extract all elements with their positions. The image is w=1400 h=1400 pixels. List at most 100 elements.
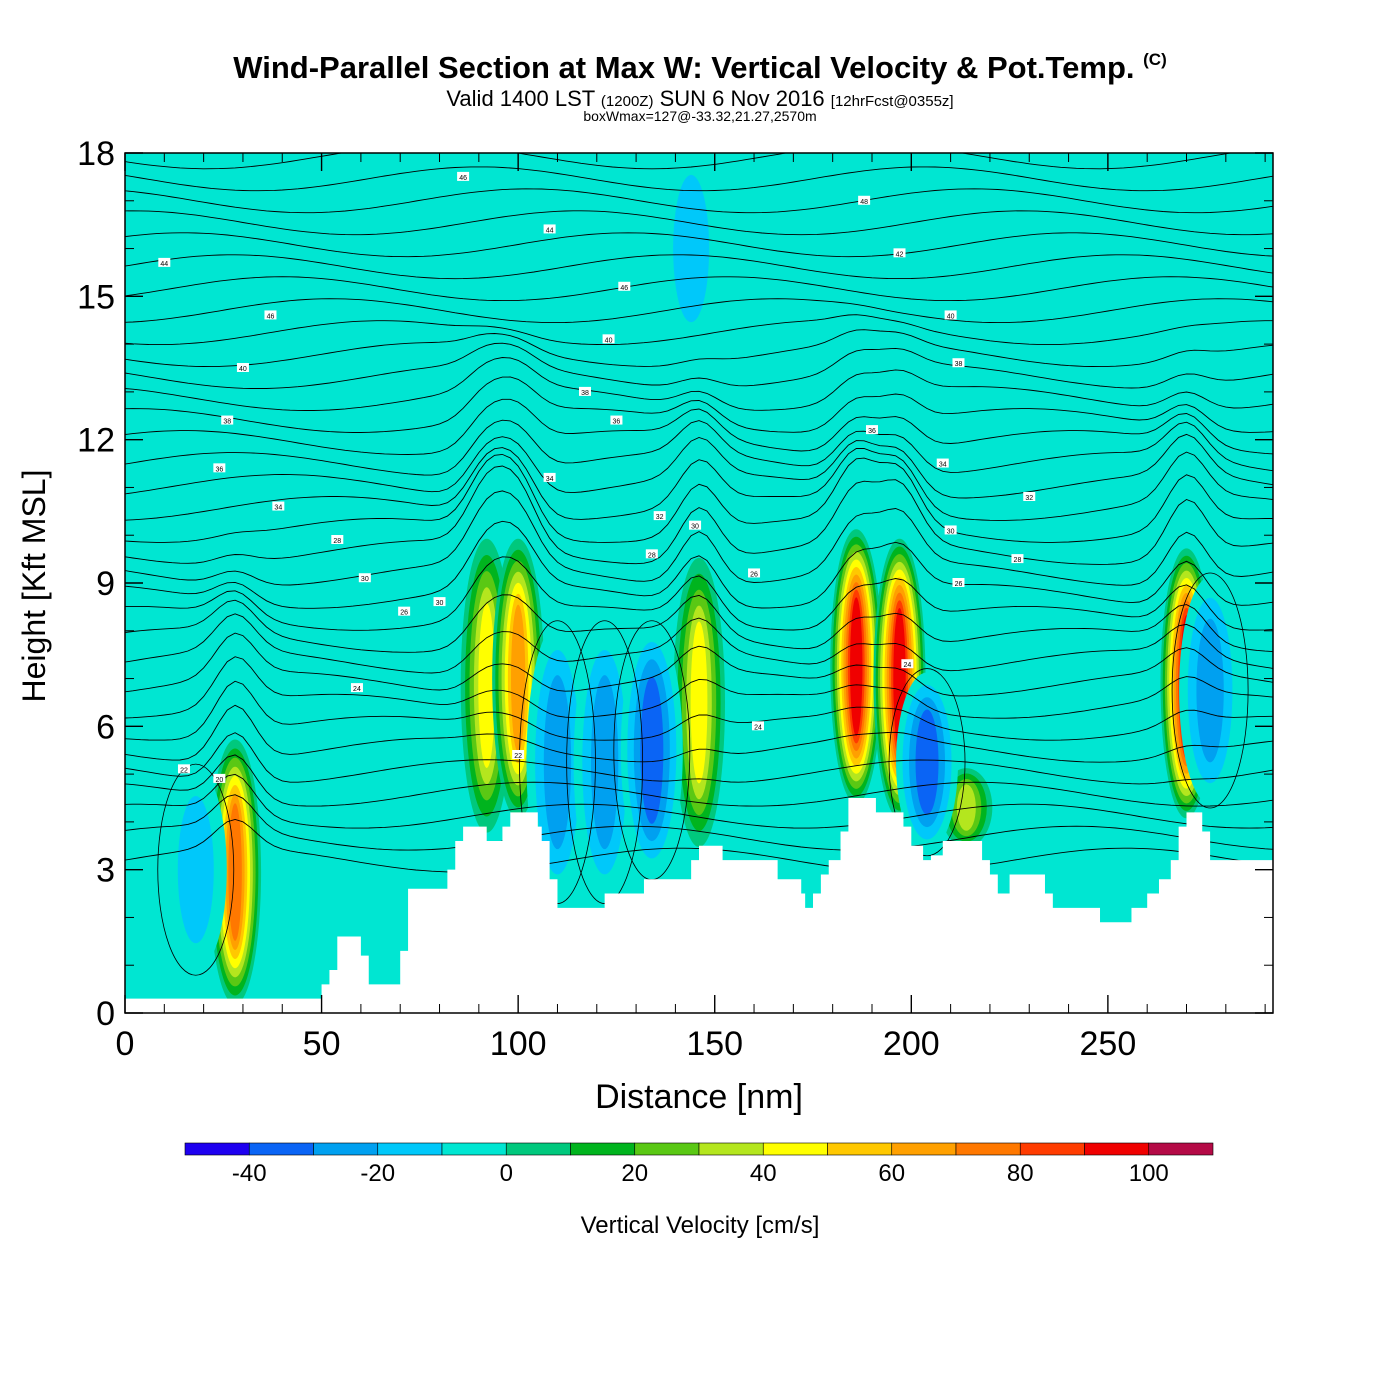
y-tick-label-2: 6 [96, 708, 115, 746]
velocity-field [164, 153, 1242, 1005]
theta-contour-13 [125, 490, 1273, 586]
theta-label-text-24: 26 [750, 571, 758, 578]
theta-label-26: 48 [858, 195, 871, 206]
theta-label-19: 36 [610, 415, 623, 426]
theta-label-13: 22 [512, 750, 525, 760]
theta-contour-22 [125, 342, 1273, 389]
downdraft-4-level-3 [915, 709, 939, 815]
theta-label-3: 38 [221, 415, 234, 426]
theta-contours: 44 46 40 38 36 34 28 30 26 30 24 22 20 22 46 44 46 40 38 36… [125, 123, 1273, 976]
theta-contour-25 [125, 298, 1273, 324]
theta-label-text-7: 30 [361, 576, 369, 583]
theta-contour-2 [125, 773, 1273, 829]
updraft-3-level-4 [690, 621, 708, 784]
theta-label-18: 38 [578, 386, 591, 397]
theta-label-14: 46 [457, 171, 470, 182]
theta-contour-3 [125, 754, 1273, 807]
theta-label-text-22: 30 [691, 524, 699, 531]
theta-label-text-14: 46 [459, 175, 467, 182]
colorbar-swatch-5 [505, 1142, 571, 1156]
theta-contour-27 [125, 254, 1273, 280]
theta-label-text-19: 36 [613, 419, 621, 426]
theta-label-6: 28 [331, 535, 344, 545]
theta-label-text-20: 34 [546, 476, 554, 483]
theta-label-34: 28 [1011, 554, 1024, 564]
colorbar-label: Vertical Velocity [cm/s] [581, 1212, 820, 1239]
theta-contour-33 [125, 123, 1273, 147]
theta-contour-17 [125, 433, 1273, 499]
theta-contour-26 [125, 276, 1273, 302]
chart-title: Wind-Parallel Section at Max W: Vertical… [233, 50, 1167, 85]
theta-label-36: 24 [901, 659, 914, 669]
x-tick-label-3: 150 [686, 1025, 743, 1063]
downdraft-0-level-1 [177, 796, 214, 944]
downdraft-5-level-2 [1196, 618, 1224, 763]
colorbar-swatch-15 [1148, 1142, 1214, 1156]
theta-contour-5 [125, 704, 1273, 763]
colorbar-swatch-11 [891, 1142, 957, 1156]
theta-label-23: 28 [645, 549, 658, 559]
downdraft-6-level-1 [673, 174, 710, 323]
theta-contour-28 [125, 232, 1273, 258]
colorbar-tick-label-1: -20 [360, 1160, 395, 1187]
theta-label-2: 40 [236, 363, 249, 373]
theta-label-text-27: 42 [896, 251, 904, 258]
colorbar: -40 -20 0 20 40 60 80 100 [184, 1142, 1214, 1187]
theta-label-28: 40 [944, 310, 957, 320]
theta-label-22: 30 [689, 520, 702, 531]
theta-label-30: 36 [865, 425, 878, 435]
theta-label-text-3: 38 [223, 419, 231, 426]
theta-label-31: 34 [936, 458, 949, 469]
theta-label-text-5: 34 [274, 505, 282, 512]
theta-label-text-33: 30 [947, 528, 955, 535]
theta-label-0: 44 [158, 257, 171, 268]
y-tick-label-4: 12 [77, 422, 115, 460]
colorbar-swatch-13 [1019, 1142, 1085, 1156]
theta-contour-15 [125, 453, 1273, 543]
theta-label-text-10: 24 [353, 686, 361, 693]
x-tick-label-5: 250 [1080, 1025, 1137, 1063]
theta-label-text-26: 48 [860, 199, 868, 206]
theta-label-4: 36 [213, 463, 226, 473]
theta-contour-12 [125, 520, 1273, 609]
plot-area: 44 46 40 38 36 34 28 30 26 30 24 22 20 22 46 44 46 40 38 36… [125, 123, 1273, 1013]
theta-contour-10 [125, 594, 1273, 653]
theta-contour-6 [125, 680, 1273, 741]
theta-contour-19 [125, 398, 1273, 455]
colorbar-swatch-7 [634, 1142, 700, 1156]
colorbar-tick-label-4: 40 [750, 1160, 777, 1187]
colorbar-swatch-6 [570, 1142, 636, 1156]
colorbar-tick-label-0: -40 [232, 1160, 267, 1187]
colorbar-tick-label-2: 0 [500, 1160, 513, 1187]
theta-label-text-35: 26 [955, 581, 963, 588]
cell-contour-4 [888, 668, 966, 857]
theta-label-24: 26 [748, 568, 761, 578]
theta-label-35: 26 [952, 578, 965, 588]
theta-contour-31 [125, 166, 1273, 192]
theta-label-text-34: 28 [1014, 557, 1022, 564]
theta-label-text-18: 38 [581, 390, 589, 397]
theta-contour-7 [125, 656, 1273, 719]
theta-label-32: 32 [1023, 492, 1036, 502]
theta-contour-23 [125, 329, 1273, 368]
theta-label-text-6: 28 [333, 538, 341, 545]
theta-label-text-23: 28 [648, 552, 656, 559]
terrain [125, 798, 1273, 1013]
updraft-7-level-3 [956, 784, 976, 831]
y-tick-label-5: 15 [77, 278, 115, 316]
updraft-2-level-6 [511, 604, 526, 753]
colorbar-swatch-9 [762, 1142, 828, 1156]
updraft-1-level-4 [478, 603, 496, 769]
theta-label-5: 34 [272, 501, 285, 512]
theta-label-15: 44 [543, 224, 556, 234]
theta-label-text-30: 36 [868, 428, 876, 435]
downdraft-3-level-3 [640, 676, 664, 824]
colorbar-swatch-1 [248, 1142, 314, 1156]
theta-contour-32 [125, 153, 1234, 170]
theta-label-25: 24 [751, 721, 764, 731]
theta-label-text-31: 34 [939, 462, 947, 469]
theta-label-text-12: 20 [215, 777, 223, 784]
cell-contour-5 [1171, 572, 1249, 809]
